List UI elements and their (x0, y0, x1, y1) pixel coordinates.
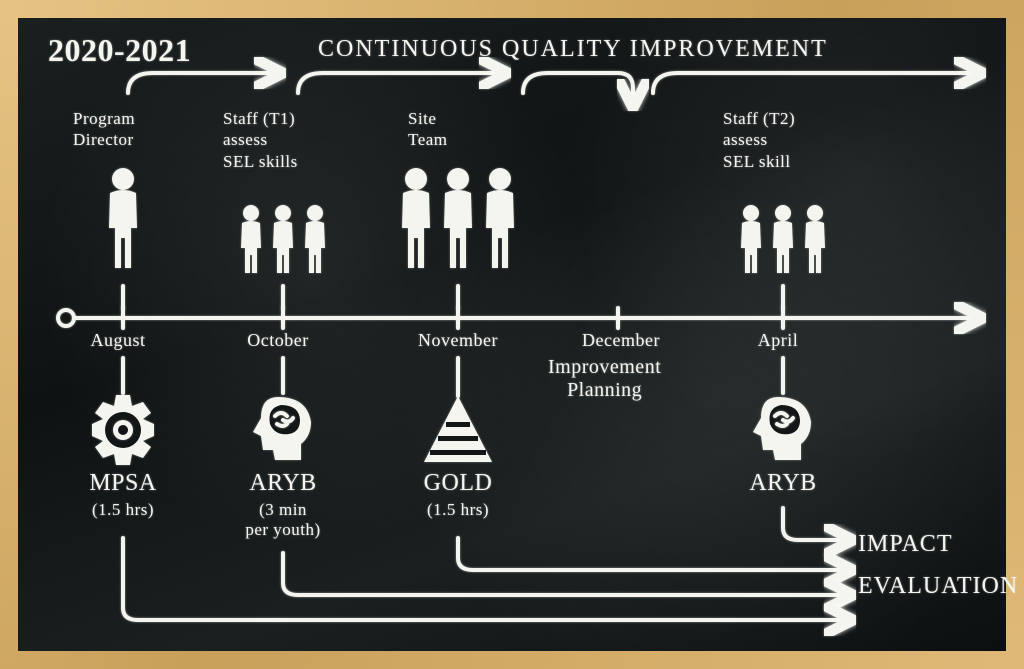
tool-mpsa: MPSA (89, 470, 156, 497)
nov-top-label: SiteTeam (408, 108, 488, 151)
children-icon (741, 205, 825, 273)
tool-aryb1-time: (3 minper youth) (213, 500, 353, 540)
tool-aryb1: ARYB (249, 470, 316, 497)
person-icon (109, 168, 137, 268)
month-nov: November (418, 330, 498, 351)
evaluation-label: EVALUATION (858, 573, 1018, 600)
improvement-planning: ImprovementPlanning (548, 356, 661, 402)
tool-gold-time: (1.5 hrs) (388, 500, 528, 520)
tool-gold: GOLD (424, 470, 493, 497)
tool-mpsa-time: (1.5 hrs) (53, 500, 193, 520)
month-oct: October (247, 330, 308, 351)
brain-head-icon (253, 397, 311, 460)
aug-top-label: ProgramDirector (73, 108, 173, 151)
gear-icon (92, 395, 154, 465)
chalkboard: 2020-2021 CONTINUOUS QUALITY IMPROVEMENT (18, 18, 1006, 651)
impact-label: IMPACT (858, 531, 952, 558)
team-icon (402, 168, 514, 268)
children-icon (241, 205, 325, 273)
apr-top-label: Staff (T2)assessSEL skill (723, 108, 853, 172)
pyramid-icon (424, 396, 492, 462)
month-aug: August (90, 330, 145, 351)
oct-top-label: Staff (T1)assessSEL skills (223, 108, 353, 172)
month-apr: April (758, 330, 799, 351)
tool-aryb2: ARYB (749, 470, 816, 497)
month-dec: December (582, 330, 660, 351)
brain-head-icon (753, 397, 811, 460)
